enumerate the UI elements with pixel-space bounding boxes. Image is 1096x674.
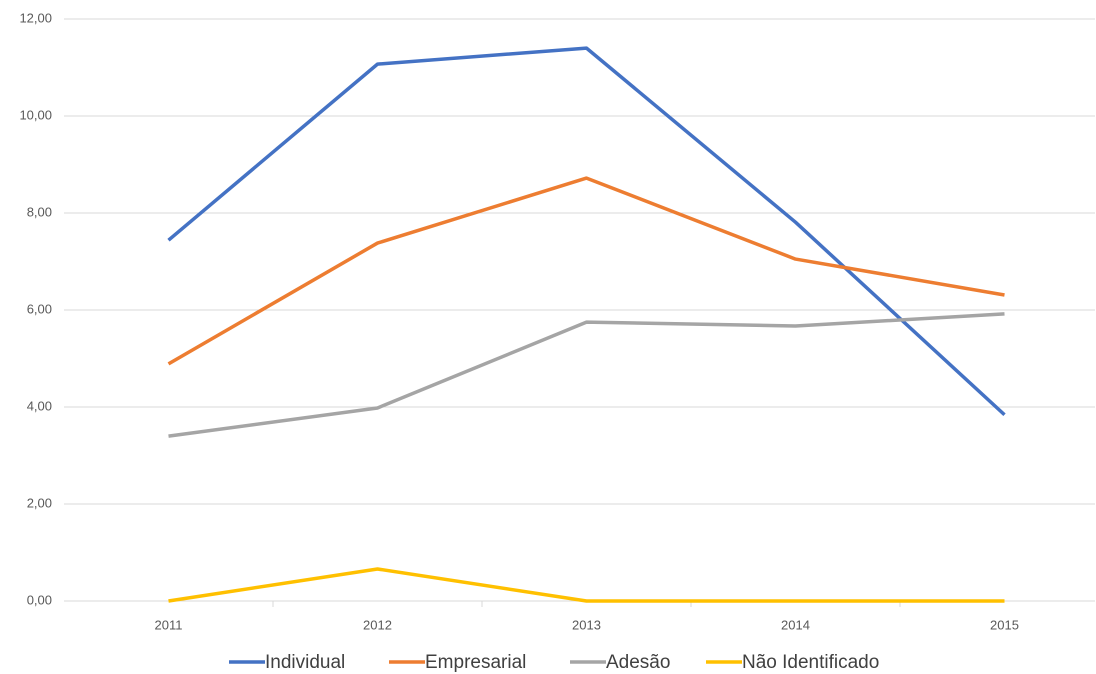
legend-label: Adesão xyxy=(606,652,670,673)
series-line xyxy=(167,176,1005,366)
x-tick-label: 2015 xyxy=(990,617,1019,632)
y-tick-label: 4,00 xyxy=(27,398,52,413)
y-tick-label: 12,00 xyxy=(19,10,52,25)
legend-label: Individual xyxy=(265,652,345,673)
x-tick-label: 2013 xyxy=(572,617,601,632)
legend-label: Empresarial xyxy=(425,652,526,673)
y-tick-label: 0,00 xyxy=(27,592,52,607)
y-tick-label: 8,00 xyxy=(27,204,52,219)
x-tick-label: 2012 xyxy=(363,617,392,632)
x-tick-label: 2011 xyxy=(155,617,183,632)
x-tick-label: 2014 xyxy=(781,617,810,632)
series-line xyxy=(168,312,1005,438)
legend-label: Não Identificado xyxy=(742,652,879,673)
y-tick-label: 6,00 xyxy=(27,301,52,316)
y-tick-label: 2,00 xyxy=(27,495,52,510)
series-line xyxy=(168,567,1005,603)
y-tick-label: 10,00 xyxy=(19,107,52,122)
series-line xyxy=(167,46,1006,417)
